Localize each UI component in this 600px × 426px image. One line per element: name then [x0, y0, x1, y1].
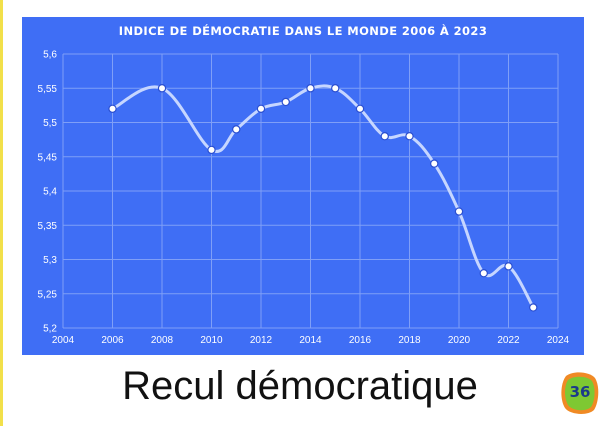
y-tick-label: 5,25 — [38, 289, 58, 300]
y-tick-label: 5,4 — [43, 187, 57, 198]
data-point — [454, 207, 464, 216]
page-number: 36 — [569, 383, 591, 401]
left-accent-strip — [0, 0, 3, 426]
data-point — [479, 269, 488, 278]
x-tick-label: 2018 — [398, 335, 421, 346]
slide-caption: Recul démocratique — [122, 364, 478, 408]
data-point — [306, 84, 315, 93]
data-point — [157, 84, 167, 93]
y-tick-label: 5,55 — [38, 84, 58, 95]
x-tick-label: 2012 — [250, 335, 273, 346]
data-point — [281, 97, 290, 107]
y-tick-label: 5,3 — [43, 255, 57, 266]
x-tick-label: 2006 — [101, 335, 124, 346]
data-point — [256, 104, 266, 114]
x-tick-label: 2024 — [547, 335, 570, 346]
data-point — [207, 145, 216, 155]
data-point — [331, 84, 340, 93]
x-tick-label: 2016 — [349, 335, 372, 346]
x-tick-label: 2022 — [497, 335, 520, 346]
x-tick-label: 2010 — [200, 335, 223, 346]
badge-blob-icon — [561, 372, 599, 414]
y-tick-label: 5,45 — [38, 152, 58, 163]
line-chart: 2004 2006 2008 2010 2012 2014 2016 2018 2020 2022… — [38, 50, 570, 347]
data-point — [430, 159, 439, 168]
x-tick-label: 2014 — [299, 335, 322, 346]
y-tick-label: 5,6 — [43, 50, 57, 61]
y-tick-label: 5,2 — [43, 324, 57, 335]
x-tick-label: 2008 — [151, 335, 174, 346]
data-point — [529, 303, 538, 312]
data-point — [504, 262, 513, 271]
y-tick-label: 5,35 — [38, 221, 58, 232]
chart-panel: INDICE DE DÉMOCRATIE DANS LE MONDE 2006 … — [22, 17, 584, 355]
data-point — [355, 104, 365, 114]
page-number-badge: 36 — [560, 370, 600, 416]
x-tick-label: 2020 — [448, 335, 471, 346]
data-point — [108, 104, 117, 114]
data-point — [405, 131, 414, 141]
y-tick-label: 5,5 — [43, 118, 57, 129]
x-tick-label: 2004 — [52, 335, 75, 346]
series-line — [111, 84, 535, 309]
data-point — [232, 125, 241, 134]
chart-title: INDICE DE DÉMOCRATIE DANS LE MONDE 2006 … — [118, 24, 488, 38]
data-point — [380, 131, 389, 141]
